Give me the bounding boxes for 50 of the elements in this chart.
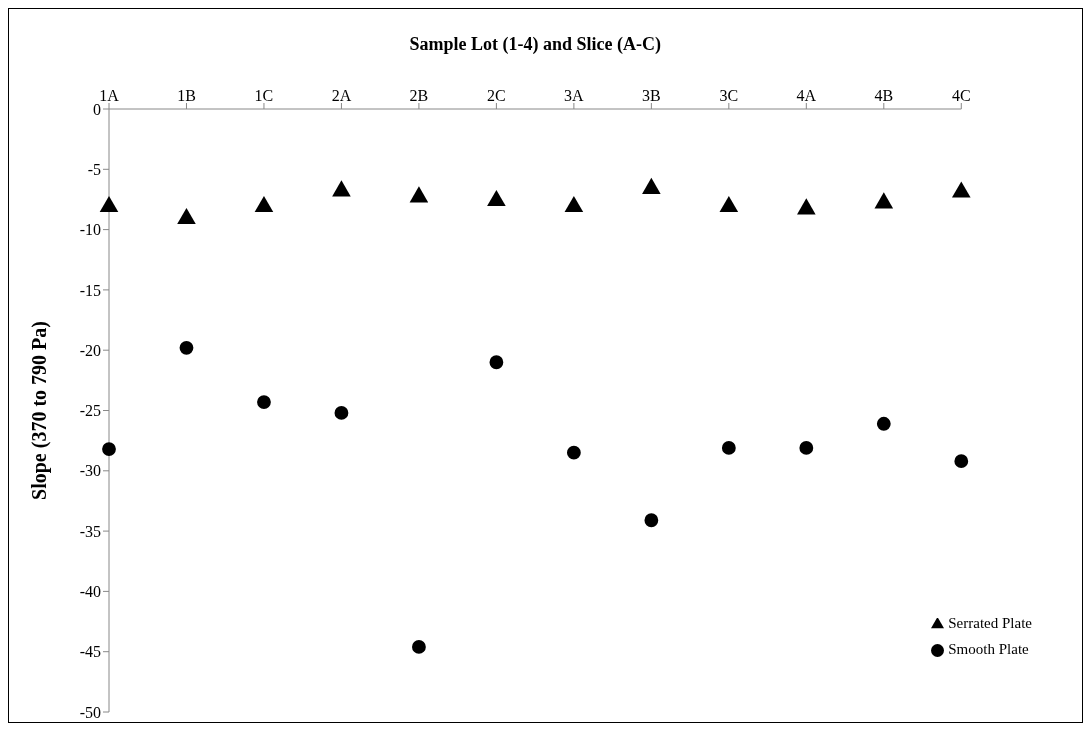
point bbox=[332, 180, 351, 197]
x-tick-label: 2C bbox=[487, 87, 506, 104]
point bbox=[642, 177, 661, 194]
point bbox=[257, 395, 271, 409]
x-tick-label: 3C bbox=[719, 87, 739, 104]
x-tick-label: 3B bbox=[642, 87, 661, 104]
y-tick-label: -30 bbox=[79, 462, 101, 480]
point bbox=[409, 186, 429, 203]
point bbox=[644, 513, 659, 528]
point bbox=[799, 440, 814, 455]
point bbox=[721, 440, 736, 455]
point bbox=[876, 416, 891, 431]
point bbox=[254, 195, 274, 213]
x-tick-label: 4A bbox=[796, 87, 817, 104]
y-tick-label: -45 bbox=[79, 643, 101, 661]
x-tick-label: 4C bbox=[951, 87, 971, 104]
point bbox=[102, 442, 116, 456]
y-tick-label: -20 bbox=[79, 341, 101, 359]
point bbox=[797, 198, 816, 215]
y-tick-label: 0 bbox=[93, 100, 101, 118]
x-tick-label: 1B bbox=[177, 87, 196, 104]
point bbox=[874, 192, 894, 209]
legend-label: Smooth Plate bbox=[948, 641, 1029, 657]
x-tick-label: 1C bbox=[254, 87, 274, 104]
x-tick-label: 1A bbox=[99, 87, 120, 104]
y-axis-title: Slope (370 to 790 Pa) bbox=[28, 321, 52, 500]
point bbox=[954, 454, 969, 469]
x-tick-label: 2A bbox=[331, 87, 352, 104]
y-tick-label: -10 bbox=[79, 221, 101, 239]
point bbox=[566, 445, 581, 460]
y-tick-label: -25 bbox=[79, 402, 101, 420]
y-tick-label: -35 bbox=[79, 522, 101, 540]
x-tick-label: 3A bbox=[564, 87, 585, 104]
point bbox=[334, 406, 349, 420]
point bbox=[487, 189, 506, 207]
y-tick-label: -15 bbox=[79, 281, 101, 299]
point bbox=[179, 340, 194, 355]
point bbox=[177, 208, 196, 225]
x-tick-label: 4B bbox=[874, 87, 894, 104]
x-tick-label: 2B bbox=[409, 87, 429, 104]
point bbox=[564, 195, 584, 213]
x-axis-title: Sample Lot (1-4) and Slice (A-C) bbox=[409, 33, 661, 55]
point bbox=[719, 195, 739, 213]
point bbox=[489, 355, 504, 370]
y-tick-label: -40 bbox=[79, 583, 101, 601]
y-tick-label: -5 bbox=[87, 160, 101, 178]
point bbox=[99, 195, 119, 213]
y-tick-label: -50 bbox=[79, 703, 101, 721]
legend-label: Serrated Plate bbox=[948, 615, 1032, 631]
point bbox=[951, 181, 971, 198]
